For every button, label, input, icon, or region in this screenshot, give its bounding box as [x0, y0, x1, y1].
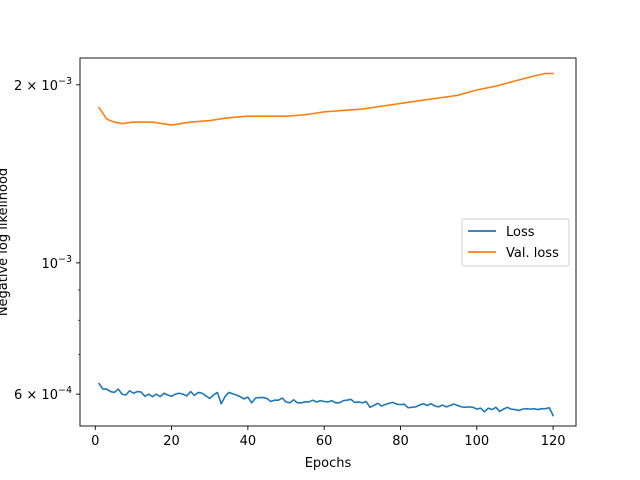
x-tick-label: 20: [163, 434, 180, 449]
x-tick-label: 0: [91, 434, 99, 449]
y-axis-label: Negative log likelihood: [0, 168, 11, 316]
legend-label: Loss: [506, 225, 535, 240]
x-tick-label: 100: [464, 434, 489, 449]
legend-label: Val. loss: [506, 246, 559, 261]
plot-area: [79, 57, 577, 427]
x-tick-label: 80: [392, 434, 409, 449]
series-line-loss: [97, 382, 555, 417]
x-tick-label: 60: [316, 434, 333, 449]
series-line-val-loss: [97, 72, 554, 126]
y-tick-label: 10−3: [41, 254, 72, 272]
y-tick-label: 6 × 10−4: [14, 385, 72, 403]
x-tick-label: 120: [541, 434, 566, 449]
x-axis-label: Epochs: [305, 456, 352, 471]
y-tick-label: 2 × 10−3: [14, 76, 72, 94]
axes-frame: [79, 57, 577, 427]
ticks: 0 20 40 60 80 100 120 2 × 10−3 10−3 6 × 10−4: [14, 76, 566, 449]
legend: Loss Val. loss: [461, 218, 570, 267]
x-tick-label: 40: [240, 434, 257, 449]
